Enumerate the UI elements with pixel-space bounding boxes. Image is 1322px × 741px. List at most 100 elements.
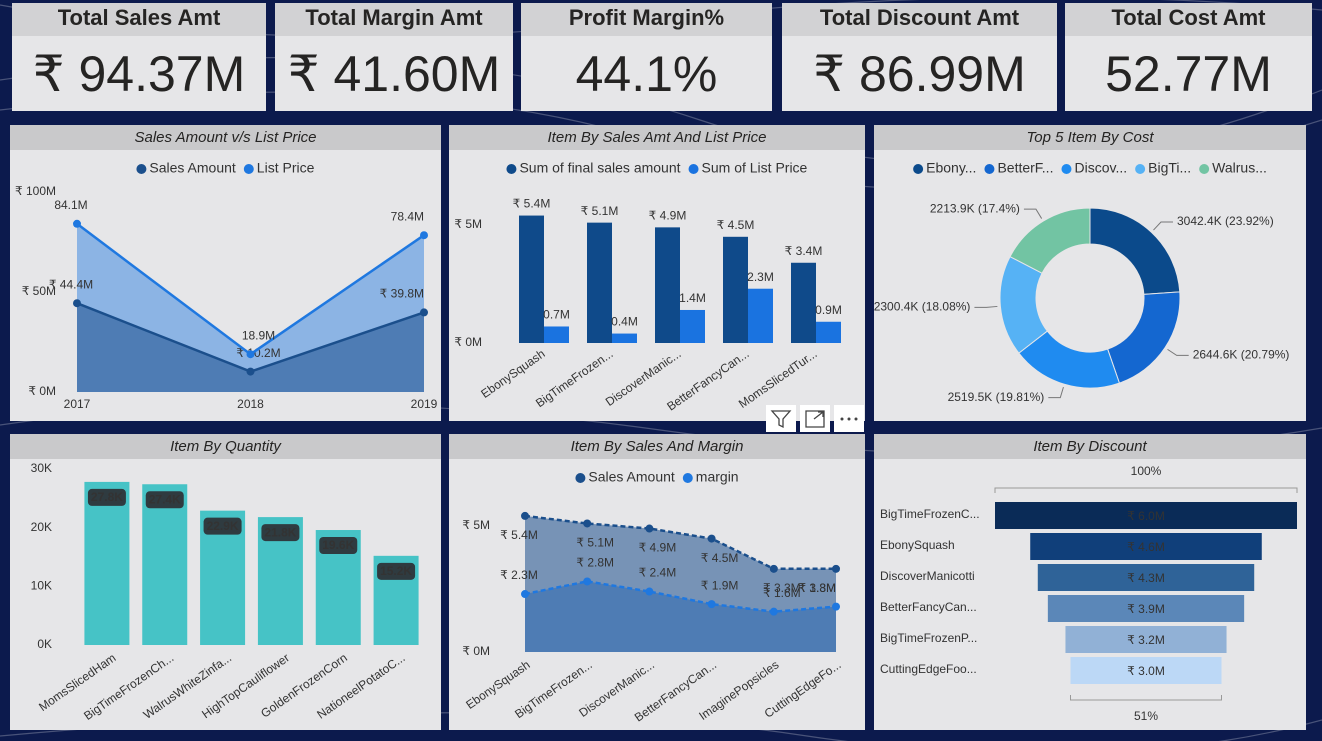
panel-title: Item By Sales Amt And List Price <box>548 129 767 146</box>
bar <box>748 288 773 343</box>
data-label: 18.9M <box>242 328 275 342</box>
panel-title: Item By Discount <box>1033 438 1147 455</box>
card-value: 52.77M <box>1105 46 1272 102</box>
funnel-bar <box>1065 626 1227 653</box>
legend-label: Walrus... <box>1212 160 1267 176</box>
legend: Sales Amount margin <box>575 469 739 485</box>
y-tick-label: ₹ 5M <box>454 217 482 231</box>
data-label: 2519.5K (19.81%) <box>948 390 1045 404</box>
data-label: ₹ 3.0M <box>1127 664 1165 678</box>
legend-marker <box>688 164 699 174</box>
data-label: 78.4M <box>391 209 424 223</box>
legend-marker <box>682 473 693 483</box>
bar <box>519 215 544 343</box>
leader-line <box>974 305 998 308</box>
y-tick-label: ₹ 0M <box>454 335 482 349</box>
panel-header <box>874 125 1306 150</box>
data-label: 2213.9K (17.4%) <box>930 201 1020 215</box>
panel-title: Top 5 Item By Cost <box>1026 129 1154 146</box>
data-label: ₹ 5.4M <box>513 197 551 211</box>
funnel-bar <box>1047 595 1245 622</box>
line <box>524 580 837 613</box>
category-label: BetterFancyCan... <box>880 600 977 614</box>
data-label: ₹ 39.8M <box>380 287 424 301</box>
leader-line <box>1023 208 1043 219</box>
data-label: ₹ 3.9M <box>1127 602 1165 616</box>
card-value: 44.1% <box>576 46 718 102</box>
card-value: ₹ 41.60M <box>288 46 500 102</box>
y-tick-label: ₹ 100M <box>15 184 56 198</box>
funnel-bracket <box>994 487 1298 493</box>
y-tick-label: ₹ 5M <box>462 518 490 532</box>
point <box>521 590 529 599</box>
funnel-bottom-label: 51% <box>1134 709 1158 723</box>
y-tick-label: ₹ 0M <box>28 384 56 398</box>
point <box>246 350 255 359</box>
data-label-bg <box>261 524 300 542</box>
card-title: Total Sales Amt <box>58 5 221 30</box>
legend-label: List Price <box>257 160 315 176</box>
y-tick-label: ₹ 0M <box>462 644 490 658</box>
card-header <box>521 3 772 36</box>
point <box>645 524 654 533</box>
legend: Sum of final sales amount Sum of List Pri… <box>506 160 808 176</box>
data-label-bg <box>203 517 242 535</box>
data-label: ₹ 3.3M <box>763 581 801 595</box>
focus-glyph <box>805 410 825 428</box>
legend-label: Sum of final sales amount <box>519 160 680 176</box>
card-header <box>782 3 1057 36</box>
panel-title: Item By Quantity <box>170 438 282 455</box>
data-label: 2644.6K (20.79%) <box>1193 348 1290 362</box>
data-label: 19.6K <box>322 538 354 552</box>
data-label: ₹ 3.4M <box>785 244 823 258</box>
line <box>524 514 836 571</box>
panel-header <box>449 434 865 459</box>
data-label: 0.9M <box>815 303 842 317</box>
bar <box>791 262 816 343</box>
data-label: ₹ 6.0M <box>1127 509 1165 523</box>
data-label: ₹ 4.9M <box>649 209 687 223</box>
legend-marker <box>984 164 995 174</box>
data-label: 0.4M <box>611 315 638 329</box>
point <box>521 511 529 520</box>
point <box>73 219 81 228</box>
x-tick-label: 2019 <box>411 397 438 411</box>
data-label: 84.1M <box>54 198 87 212</box>
leader-line <box>1153 221 1173 231</box>
panel-title: Item By Sales And Margin <box>571 438 744 455</box>
point <box>769 564 778 573</box>
data-label: 1.4M <box>679 291 706 305</box>
data-label-bg <box>319 537 358 555</box>
data-label: ₹ 4.5M <box>701 551 739 565</box>
data-label: ₹ 44.4M <box>49 277 93 291</box>
category-label: BigTimeFrozenP... <box>880 631 977 645</box>
data-label: 15.2K <box>380 564 412 578</box>
point <box>645 587 654 596</box>
data-label: ₹ 1.6M <box>763 586 801 600</box>
filter-icon[interactable] <box>766 405 796 432</box>
data-label-bg <box>377 562 416 580</box>
category-label: BigTimeFrozenC... <box>880 507 980 521</box>
data-label-bg <box>87 488 126 506</box>
legend-marker <box>243 164 254 174</box>
y-tick-label: 0K <box>37 637 52 651</box>
y-tick-label: 30K <box>31 461 52 475</box>
point <box>707 534 716 543</box>
filter-glyph <box>770 410 792 429</box>
leader-line <box>1167 348 1189 356</box>
data-label: ₹ 3.2M <box>1127 633 1165 647</box>
category-label: DiscoverManicotti <box>880 569 975 583</box>
bar <box>84 481 130 645</box>
data-label: 27.8K <box>91 490 123 504</box>
data-label: ₹ 1.9M <box>701 578 739 592</box>
card-title: Total Margin Amt <box>305 5 483 30</box>
funnel-bar <box>1037 564 1255 591</box>
funnel-top-label: 100% <box>1131 464 1162 478</box>
funnel-bracket <box>1070 695 1222 701</box>
leader-line <box>1048 386 1064 399</box>
point <box>769 607 778 616</box>
legend-marker <box>1199 164 1210 174</box>
legend-marker <box>913 164 924 174</box>
data-label: 22.9K <box>207 519 239 533</box>
